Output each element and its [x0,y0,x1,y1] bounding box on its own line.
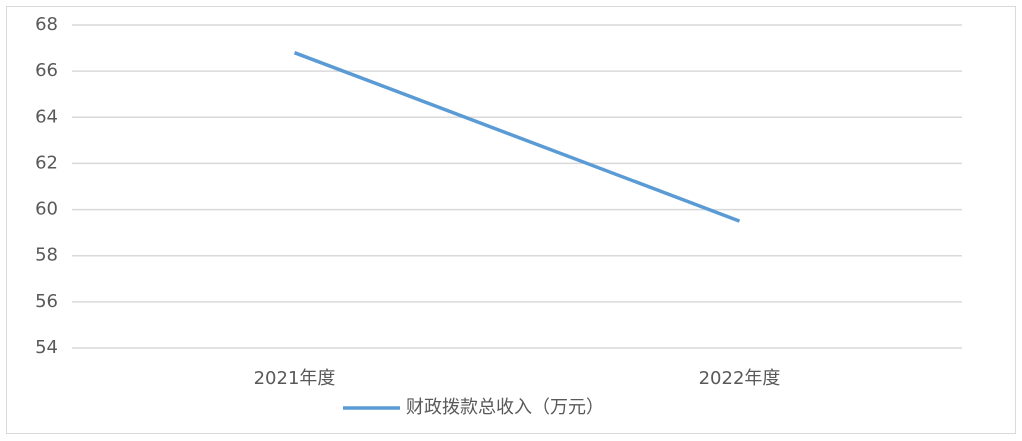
legend-label: 财政拨款总收入（万元） [406,397,604,418]
y-tick-label: 62 [35,152,58,173]
y-tick-label: 66 [35,60,58,81]
y-tick-label: 60 [35,199,58,220]
y-tick-label: 56 [35,291,58,312]
chart-border [6,6,1016,434]
y-tick-label: 64 [35,106,58,127]
y-tick-label: 58 [35,245,58,266]
y-tick-label: 68 [35,14,58,35]
x-tick-label: 2022年度 [699,368,781,389]
x-tick-label: 2021年度 [254,368,336,389]
line-series [293,51,741,223]
y-tick-label: 54 [35,337,58,358]
